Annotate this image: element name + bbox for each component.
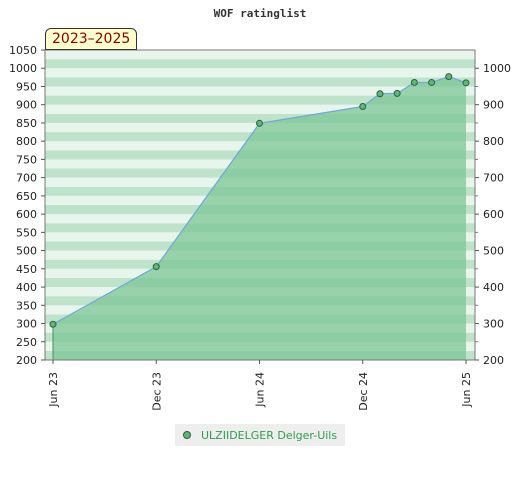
background-band xyxy=(45,86,475,96)
y-right-tick-label: 1000 xyxy=(483,62,511,75)
background-band xyxy=(45,104,475,114)
y-left-tick-label: 450 xyxy=(16,263,37,276)
x-tick-label: Jun 23 xyxy=(47,372,60,408)
data-point xyxy=(410,78,418,86)
y-left-tick-label: 750 xyxy=(16,153,37,166)
y-left-tick-label: 200 xyxy=(16,354,37,367)
y-left-tick-label: 550 xyxy=(16,226,37,239)
y-left-tick-label: 250 xyxy=(16,336,37,349)
background-band xyxy=(45,68,475,78)
x-tick-label: Jun 24 xyxy=(254,372,267,408)
y-right-tick-label: 800 xyxy=(483,135,504,148)
background-band xyxy=(45,59,475,69)
y-right-tick-label: 300 xyxy=(483,318,504,331)
background-band xyxy=(45,50,475,60)
y-right-tick-label: 500 xyxy=(483,245,504,258)
y-left-tick-label: 700 xyxy=(16,172,37,185)
y-left-tick-label: 650 xyxy=(16,190,37,203)
rating-area-fill xyxy=(53,76,466,360)
data-point xyxy=(428,78,436,86)
data-point xyxy=(152,263,160,271)
y-left-tick-label: 800 xyxy=(16,135,37,148)
y-left-tick-label: 900 xyxy=(16,99,37,112)
y-left-tick-label: 1050 xyxy=(9,44,37,57)
rating-area xyxy=(52,75,467,360)
legend-marker-icon xyxy=(183,431,191,439)
y-left-tick-label: 300 xyxy=(16,318,37,331)
x-tick-label: Dec 24 xyxy=(357,372,370,411)
y-left-tick-label: 400 xyxy=(16,281,37,294)
y-left-tick-label: 850 xyxy=(16,117,37,130)
y-right-tick-label: 600 xyxy=(483,208,504,221)
background-band xyxy=(45,113,475,123)
data-point xyxy=(49,320,57,328)
y-left-tick-label: 600 xyxy=(16,208,37,221)
data-points xyxy=(49,73,470,328)
axes: 200 250 300 350 400 450 500 550 600 650 700 750 800 8… xyxy=(9,44,511,411)
period-badge: 2023–2025 xyxy=(45,28,138,50)
legend[interactable]: ULZIIDELGER Delger-Uils xyxy=(175,424,345,446)
y-left-tick-label: 500 xyxy=(16,245,37,258)
y-right-tick-label: 700 xyxy=(483,172,504,185)
x-tick-label: Jun 25 xyxy=(460,372,473,408)
data-point xyxy=(359,103,367,111)
y-left-tick-label: 350 xyxy=(16,299,37,312)
data-point xyxy=(462,79,470,87)
y-left-tick-label: 950 xyxy=(16,80,37,93)
data-point xyxy=(445,73,453,81)
background-band xyxy=(45,77,475,87)
background-band xyxy=(45,95,475,105)
y-right-tick-label: 900 xyxy=(483,99,504,112)
y-left-tick-label: 1000 xyxy=(9,62,37,75)
y-right-tick-label: 200 xyxy=(483,354,504,367)
rating-line xyxy=(52,75,467,325)
data-point xyxy=(393,89,401,97)
data-point xyxy=(376,90,384,98)
legend-label: ULZIIDELGER Delger-Uils xyxy=(201,428,338,442)
data-point xyxy=(256,119,263,127)
chart-title: WOF ratinglist xyxy=(214,7,307,20)
y-right-tick-label: 400 xyxy=(483,281,504,294)
x-tick-label: Dec 23 xyxy=(150,372,163,411)
